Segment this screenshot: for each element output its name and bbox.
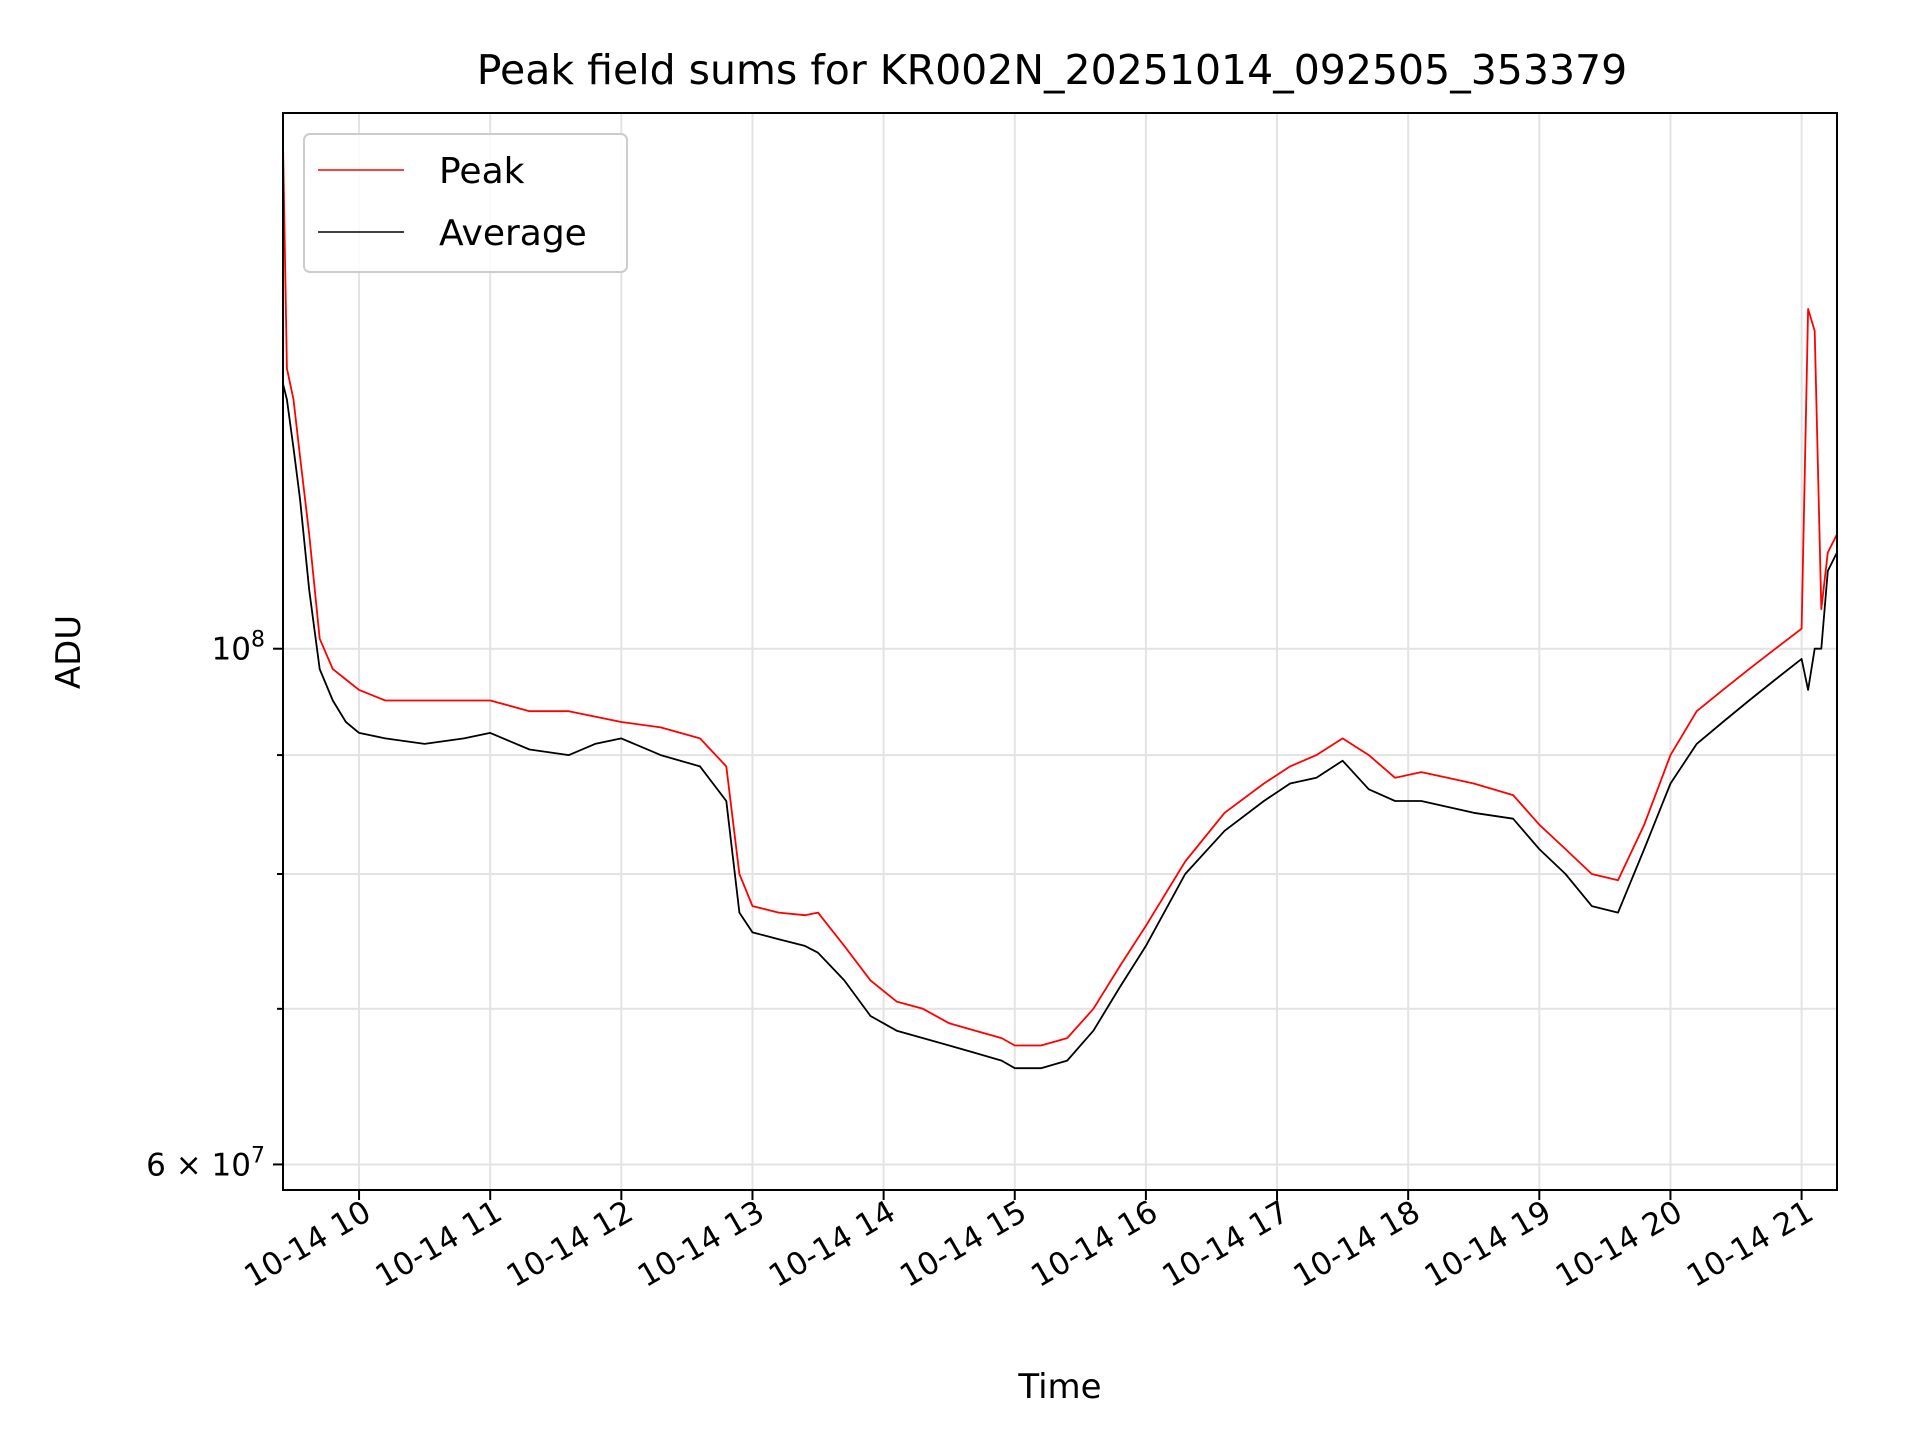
y-tick-label: 6 × 107 bbox=[146, 1143, 265, 1183]
series-line-average bbox=[283, 383, 1837, 1070]
x-tick-label: 10-14 14 bbox=[763, 1194, 902, 1295]
legend-box bbox=[303, 133, 628, 273]
series-layer bbox=[283, 143, 1837, 1070]
x-tick-label: 10-14 19 bbox=[1419, 1194, 1558, 1295]
x-tick-label: 10-14 10 bbox=[238, 1194, 377, 1295]
legend-label-peak: Peak bbox=[439, 151, 525, 192]
x-tick-label: 10-14 17 bbox=[1156, 1194, 1295, 1295]
plot-frame bbox=[282, 112, 1838, 1191]
x-tick-label: 10-14 13 bbox=[632, 1194, 771, 1295]
x-tick-label: 10-14 15 bbox=[894, 1194, 1033, 1295]
x-tick-label: 10-14 12 bbox=[501, 1194, 640, 1295]
x-tick-label: 10-14 20 bbox=[1550, 1194, 1689, 1295]
x-tick-label: 10-14 21 bbox=[1681, 1194, 1820, 1295]
series-line-peak bbox=[283, 143, 1837, 1047]
x-tick-label: 10-14 11 bbox=[369, 1194, 508, 1295]
legend: Peak Average bbox=[303, 133, 628, 273]
y-tick-label: 108 bbox=[212, 628, 265, 668]
y-axis: 6 × 107 108 bbox=[146, 628, 283, 1183]
x-axis-label: Time bbox=[1017, 1367, 1101, 1407]
legend-label-average: Average bbox=[439, 213, 587, 254]
y-axis-label: ADU bbox=[49, 615, 89, 689]
x-tick-label: 10-14 18 bbox=[1287, 1194, 1426, 1295]
grid bbox=[283, 113, 1837, 1190]
chart-title: Peak field sums for KR002N_20251014_0925… bbox=[477, 46, 1627, 94]
x-tick-label: 10-14 16 bbox=[1025, 1194, 1164, 1295]
